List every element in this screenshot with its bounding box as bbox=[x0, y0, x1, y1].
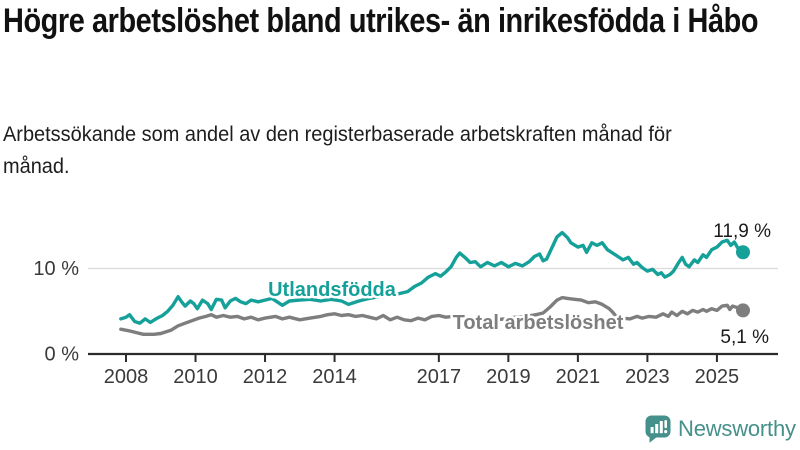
x-axis-tick-label: 2012 bbox=[243, 366, 288, 388]
series-inline-label: Utlandsfödda bbox=[268, 279, 397, 301]
line-chart: 0 % 10 % 2008 2010 2012 2014 2017 2019 2021 2023 2… bbox=[33, 221, 778, 388]
bar-icon bbox=[650, 427, 654, 434]
chart-subtitle: Arbetssökande som andel av den registerb… bbox=[3, 123, 672, 178]
exclamation-icon bbox=[664, 420, 667, 429]
newsworthy-logo[interactable]: Newsworthy bbox=[645, 415, 796, 443]
series-end-dot bbox=[735, 245, 750, 260]
x-axis-tick-label: 2014 bbox=[312, 366, 357, 388]
x-axis-tick-label: 2010 bbox=[173, 366, 218, 388]
x-axis-tick-label: 2019 bbox=[486, 366, 531, 388]
page-title: Högre arbetslöshet bland utrikes- än inr… bbox=[3, 2, 759, 40]
newsworthy-wordmark: Newsworthy bbox=[678, 416, 796, 441]
bar-icon bbox=[655, 424, 659, 434]
bar-icon bbox=[659, 421, 663, 434]
series-end-value-label: 11,9 % bbox=[713, 221, 771, 242]
x-axis-tick-label: 2025 bbox=[695, 366, 740, 388]
series-line-utlandsfodda bbox=[119, 230, 745, 325]
x-axis-tick-label: 2021 bbox=[556, 366, 601, 388]
y-axis-tick-label: 10 % bbox=[33, 258, 79, 280]
series-end-value-label: 5,1 % bbox=[720, 327, 769, 348]
newsworthy-icon bbox=[645, 415, 671, 443]
x-axis-tick-label: 2023 bbox=[625, 366, 670, 388]
exclamation-dot-icon bbox=[664, 430, 668, 434]
x-axis-tick-label: 2017 bbox=[417, 366, 462, 388]
series-inline-label: Total arbetslöshet bbox=[453, 312, 624, 334]
series-line-total bbox=[119, 295, 745, 336]
y-axis-tick-label: 0 % bbox=[45, 344, 80, 366]
x-axis-tick-label: 2008 bbox=[104, 366, 149, 388]
series-end-dot bbox=[735, 303, 750, 318]
